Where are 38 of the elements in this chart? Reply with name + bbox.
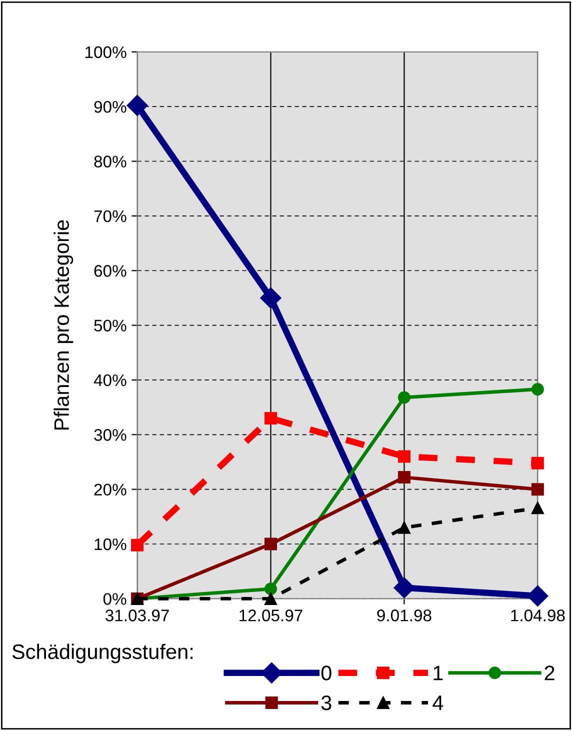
legend-label: 3	[321, 695, 332, 710]
point	[264, 538, 277, 550]
legend-label: 2	[544, 666, 554, 680]
legend-label: 1	[434, 666, 443, 680]
point	[531, 456, 544, 470]
legend-label: 4	[432, 696, 444, 710]
point	[264, 592, 277, 605]
y-tick-label: 80%	[94, 156, 126, 168]
y-tick-label: 10%	[94, 538, 126, 550]
point	[398, 521, 410, 534]
point	[126, 94, 148, 116]
y-tick-label: 0%	[103, 593, 126, 605]
x-tick-label: 9.01.98	[377, 610, 432, 622]
y-tick-label: 70%	[94, 210, 126, 222]
point	[398, 471, 410, 484]
y-tick-label: 50%	[94, 320, 126, 332]
y-axis-title: Pflanzen pro Kategorie	[54, 220, 74, 430]
y-tick-label: 30%	[94, 429, 126, 441]
y-tick-label: 90%	[94, 100, 126, 113]
point	[260, 287, 282, 308]
y-tick-label: 60%	[94, 265, 126, 277]
legend-title: Schädigungsstufen:	[12, 644, 193, 664]
y-tick-label: 20%	[94, 484, 126, 496]
point	[394, 577, 415, 598]
y-tick-label: 40%	[94, 374, 126, 386]
point	[531, 502, 544, 514]
y-tick-label: 100%	[86, 46, 126, 58]
point	[531, 383, 544, 396]
x-tick-label: 12.05.97	[240, 610, 302, 622]
point	[398, 391, 410, 404]
point	[264, 582, 277, 596]
point	[531, 483, 544, 496]
point	[131, 538, 144, 552]
x-tick-label: 31.03.97	[105, 610, 169, 622]
point	[398, 450, 410, 463]
x-tick-label: 1.04.98	[511, 610, 565, 622]
point	[264, 412, 277, 424]
legend-label: 0	[321, 666, 332, 680]
